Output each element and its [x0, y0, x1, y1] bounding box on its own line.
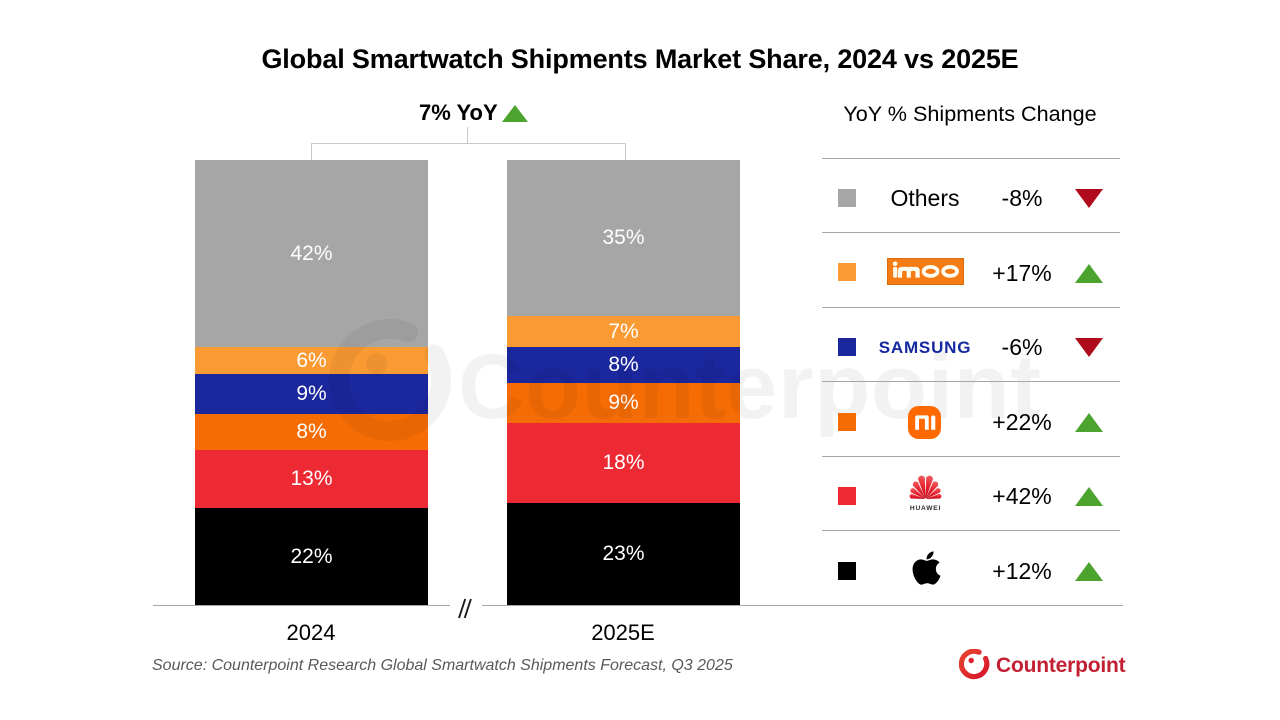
svg-text:HUAWEI: HUAWEI [910, 505, 941, 512]
